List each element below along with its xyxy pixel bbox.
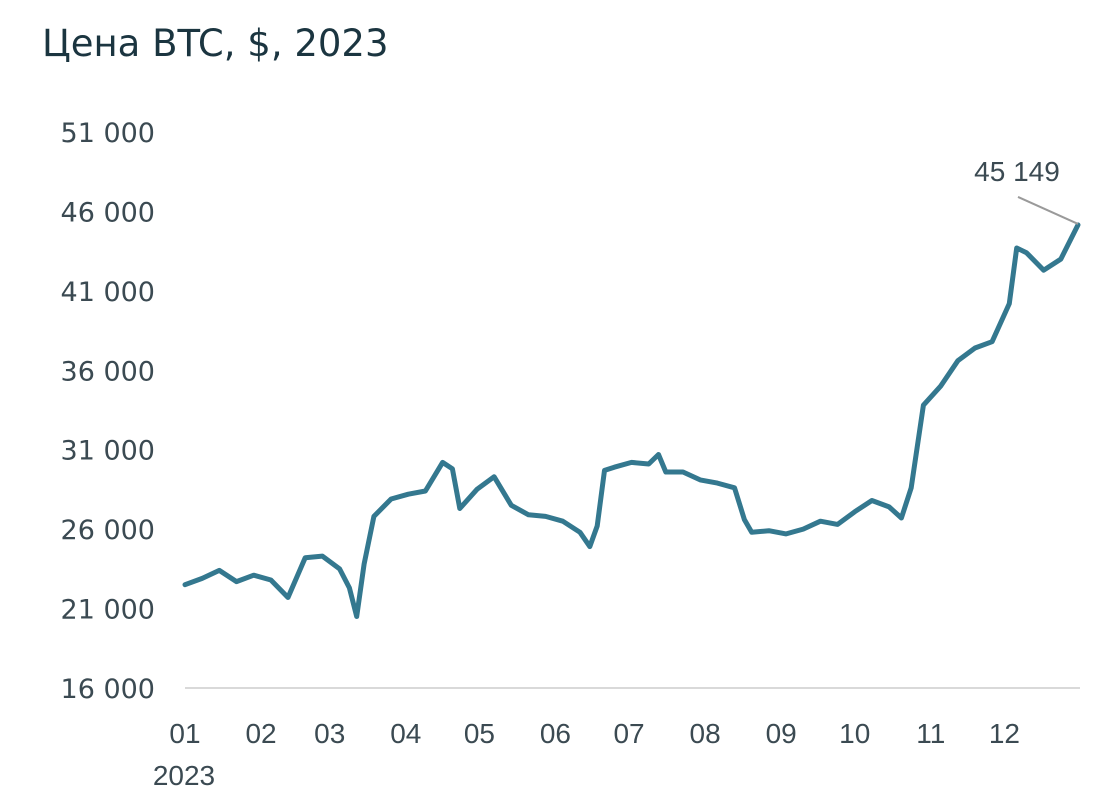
x-tick-label: 04 bbox=[390, 718, 421, 749]
y-tick-label: 51 000 bbox=[61, 118, 155, 149]
y-tick-label: 31 000 bbox=[61, 436, 155, 467]
x-tick-label: 08 bbox=[690, 718, 721, 749]
x-tick-label: 05 bbox=[464, 718, 495, 749]
x-tick-label: 09 bbox=[766, 718, 797, 749]
series-points bbox=[183, 223, 1080, 619]
x-tick-label: 02 bbox=[245, 718, 276, 749]
series-line bbox=[182, 222, 1081, 619]
x-axis-ticks: 01 02 03 04 05 06 07 08 09 10 11 12 bbox=[169, 718, 1020, 749]
y-tick-label: 46 000 bbox=[61, 197, 155, 228]
y-tick-label: 16 000 bbox=[61, 674, 155, 705]
y-axis-ticks: 51 000 46 000 41 000 36 000 31 000 26 000 21 0… bbox=[61, 118, 155, 705]
x-tick-label: 11 bbox=[916, 718, 945, 749]
x-axis-year-label: 2023 bbox=[153, 760, 215, 791]
x-tick-label: 10 bbox=[839, 718, 870, 749]
x-tick-label: 12 bbox=[989, 718, 1020, 749]
y-tick-label: 21 000 bbox=[61, 595, 155, 626]
x-tick-label: 06 bbox=[540, 718, 571, 749]
annotation-leader-line bbox=[1017, 196, 1079, 225]
y-tick-label: 41 000 bbox=[61, 277, 155, 308]
x-tick-label: 03 bbox=[314, 718, 345, 749]
y-tick-label: 36 000 bbox=[61, 356, 155, 387]
x-tick-label: 01 bbox=[169, 718, 200, 749]
annotation-last-value: 45 149 bbox=[974, 156, 1060, 187]
x-tick-label: 07 bbox=[613, 718, 644, 749]
chart-title: Цена BTC, $, 2023 bbox=[42, 22, 389, 65]
y-tick-label: 26 000 bbox=[61, 515, 155, 546]
